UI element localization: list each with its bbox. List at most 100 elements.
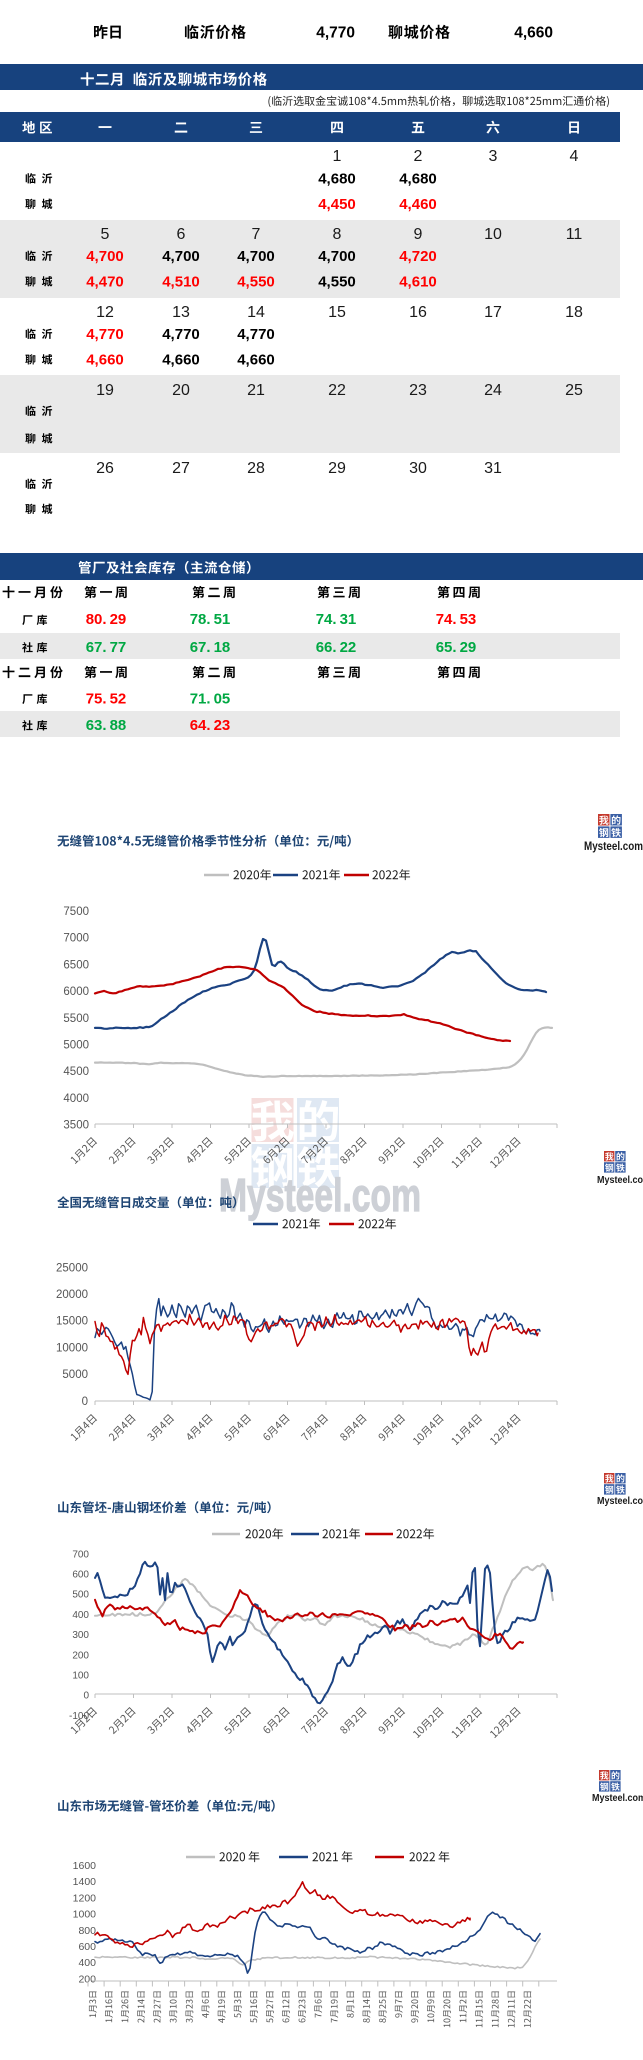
svg-text:6000: 6000 — [63, 986, 89, 998]
svg-text:80. 29: 80. 29 — [86, 611, 127, 628]
svg-text:4,550: 4,550 — [237, 274, 275, 291]
svg-text:5000: 5000 — [62, 1369, 88, 1381]
svg-text:4,610: 4,610 — [399, 274, 437, 291]
svg-text:20: 20 — [172, 382, 190, 399]
svg-text:30: 30 — [409, 460, 427, 477]
svg-text:78. 51: 78. 51 — [190, 611, 231, 628]
svg-text:4,700: 4,700 — [237, 248, 275, 265]
svg-text:2: 2 — [414, 148, 423, 165]
svg-text:7: 7 — [252, 226, 261, 243]
svg-text:13: 13 — [172, 304, 190, 321]
svg-text:4,660: 4,660 — [86, 352, 124, 369]
svg-text:16: 16 — [409, 304, 427, 321]
svg-text:4,700: 4,700 — [86, 248, 124, 265]
svg-text:4,470: 4,470 — [86, 274, 124, 291]
svg-text:4,770: 4,770 — [162, 326, 200, 343]
svg-text:10: 10 — [484, 226, 502, 243]
svg-text:4,720: 4,720 — [399, 248, 437, 265]
svg-text:12: 12 — [96, 304, 114, 321]
svg-text:65. 29: 65. 29 — [436, 639, 477, 656]
svg-text:1200: 1200 — [73, 1892, 97, 1904]
svg-text:67. 18: 67. 18 — [190, 639, 231, 656]
svg-text:1400: 1400 — [73, 1876, 97, 1888]
svg-text:4000: 4000 — [63, 1093, 89, 1105]
svg-text:27: 27 — [172, 460, 190, 477]
svg-text:4,770: 4,770 — [237, 326, 275, 343]
svg-text:8: 8 — [333, 226, 342, 243]
svg-text:400: 400 — [72, 1610, 89, 1621]
svg-text:3500: 3500 — [63, 1120, 89, 1132]
svg-text:15: 15 — [328, 304, 346, 321]
svg-text:24: 24 — [484, 382, 502, 399]
svg-text:6: 6 — [177, 226, 186, 243]
svg-text:19: 19 — [96, 382, 114, 399]
svg-text:75. 52: 75. 52 — [86, 691, 127, 708]
svg-text:4500: 4500 — [63, 1066, 89, 1078]
svg-text:9: 9 — [414, 226, 423, 243]
svg-text:4: 4 — [570, 148, 579, 165]
svg-text:4,660: 4,660 — [237, 352, 275, 369]
svg-text:71. 05: 71. 05 — [190, 691, 231, 708]
svg-text:300: 300 — [72, 1630, 89, 1641]
svg-text:10000: 10000 — [56, 1342, 88, 1354]
svg-text:100: 100 — [72, 1671, 89, 1682]
svg-text:5: 5 — [101, 226, 110, 243]
svg-text:7000: 7000 — [63, 933, 89, 945]
svg-text:74. 31: 74. 31 — [316, 611, 357, 628]
svg-text:4,660: 4,660 — [162, 352, 200, 369]
svg-text:6500: 6500 — [63, 959, 89, 971]
svg-text:20000: 20000 — [56, 1289, 88, 1301]
svg-text:25: 25 — [565, 382, 583, 399]
svg-text:4,770: 4,770 — [86, 326, 124, 343]
svg-text:-100: -100 — [69, 1711, 89, 1722]
svg-text:1: 1 — [333, 148, 342, 165]
svg-text:Mysteel.com: Mysteel.com — [219, 1169, 421, 1221]
svg-text:29: 29 — [328, 460, 346, 477]
svg-text:66. 22: 66. 22 — [316, 639, 357, 656]
svg-text:1000: 1000 — [73, 1909, 97, 1921]
svg-text:17: 17 — [484, 304, 502, 321]
svg-text:200: 200 — [72, 1650, 89, 1661]
svg-text:0: 0 — [83, 1691, 89, 1702]
svg-text:67. 77: 67. 77 — [86, 639, 127, 656]
svg-text:3: 3 — [489, 148, 498, 165]
svg-text:5500: 5500 — [63, 1013, 89, 1025]
svg-text:4,700: 4,700 — [318, 248, 356, 265]
svg-text:Mysteel.com: Mysteel.com — [592, 1793, 643, 1804]
svg-text:Mysteel.com: Mysteel.com — [584, 841, 643, 853]
svg-text:600: 600 — [72, 1570, 89, 1581]
svg-text:500: 500 — [72, 1590, 89, 1601]
svg-text:23: 23 — [409, 382, 427, 399]
svg-text:64. 23: 64. 23 — [190, 717, 231, 734]
svg-text:15000: 15000 — [56, 1316, 88, 1328]
svg-text:Mysteel.com: Mysteel.com — [597, 1496, 643, 1507]
svg-text:4,450: 4,450 — [318, 196, 356, 213]
svg-text:4,510: 4,510 — [162, 274, 200, 291]
svg-text:26: 26 — [96, 460, 114, 477]
svg-text:11: 11 — [566, 226, 583, 243]
svg-text:22: 22 — [328, 382, 346, 399]
svg-text:Mysteel.com: Mysteel.com — [597, 1175, 643, 1186]
svg-text:31: 31 — [484, 460, 502, 477]
svg-text:28: 28 — [247, 460, 265, 477]
svg-text:63. 88: 63. 88 — [86, 717, 127, 734]
svg-text:21: 21 — [247, 382, 265, 399]
svg-text:200: 200 — [78, 1973, 96, 1985]
svg-text:18: 18 — [565, 304, 583, 321]
svg-text:4,460: 4,460 — [399, 196, 437, 213]
svg-text:0: 0 — [82, 1396, 88, 1408]
svg-text:14: 14 — [247, 304, 265, 321]
svg-text:4,700: 4,700 — [162, 248, 200, 265]
svg-text:4,680: 4,680 — [318, 171, 356, 188]
svg-text:4,550: 4,550 — [318, 274, 356, 291]
svg-text:7500: 7500 — [63, 906, 89, 918]
svg-text:5000: 5000 — [63, 1040, 89, 1052]
svg-text:25000: 25000 — [56, 1262, 88, 1274]
svg-text:800: 800 — [78, 1925, 96, 1937]
svg-text:4,770: 4,770 — [316, 25, 355, 42]
svg-text:74. 53: 74. 53 — [436, 611, 477, 628]
svg-text:4,680: 4,680 — [399, 171, 437, 188]
svg-text:400: 400 — [78, 1957, 96, 1969]
svg-text:4,660: 4,660 — [514, 25, 553, 42]
svg-text:1600: 1600 — [73, 1860, 97, 1872]
